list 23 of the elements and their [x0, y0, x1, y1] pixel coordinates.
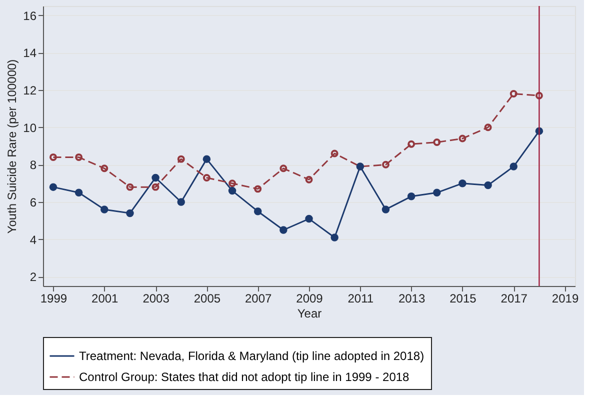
y-axis-title: Youth Suicide Rare (per 100000) — [5, 59, 20, 234]
y-tick-label: 16 — [23, 8, 37, 23]
x-tick-label: 2001 — [92, 292, 119, 306]
x-tick-label: 2019 — [552, 292, 579, 306]
x-tick-label: 1999 — [40, 292, 68, 306]
y-tick-label: 2 — [30, 270, 37, 284]
x-tick-label: 2017 — [500, 292, 528, 306]
y-tick-label: 8 — [30, 158, 37, 172]
x-axis-title: Year — [297, 306, 322, 320]
x-tick-label: 2015 — [450, 292, 477, 306]
y-tick-label: 4 — [30, 232, 37, 247]
x-tick-label: 2011 — [348, 292, 374, 306]
y-tick-label: 12 — [23, 84, 37, 98]
x-tick-label: 2013 — [398, 292, 426, 306]
x-tick-label: 2007 — [244, 292, 272, 306]
x-tick-label: 2003 — [142, 292, 170, 306]
legend-label: Treatment: Nevada, Florida & Maryland (tip line adopted in 2018) — [79, 349, 424, 363]
x-tick-label: 2005 — [194, 292, 221, 306]
x-tick-label: 2009 — [296, 292, 324, 306]
legend-label: Control Group: States that did not adopt tip line in 1999 - 2018 — [79, 370, 410, 384]
y-tick-label: 10 — [23, 120, 37, 135]
y-tick-label: 14 — [23, 46, 37, 60]
y-tick-label: 6 — [30, 196, 37, 210]
